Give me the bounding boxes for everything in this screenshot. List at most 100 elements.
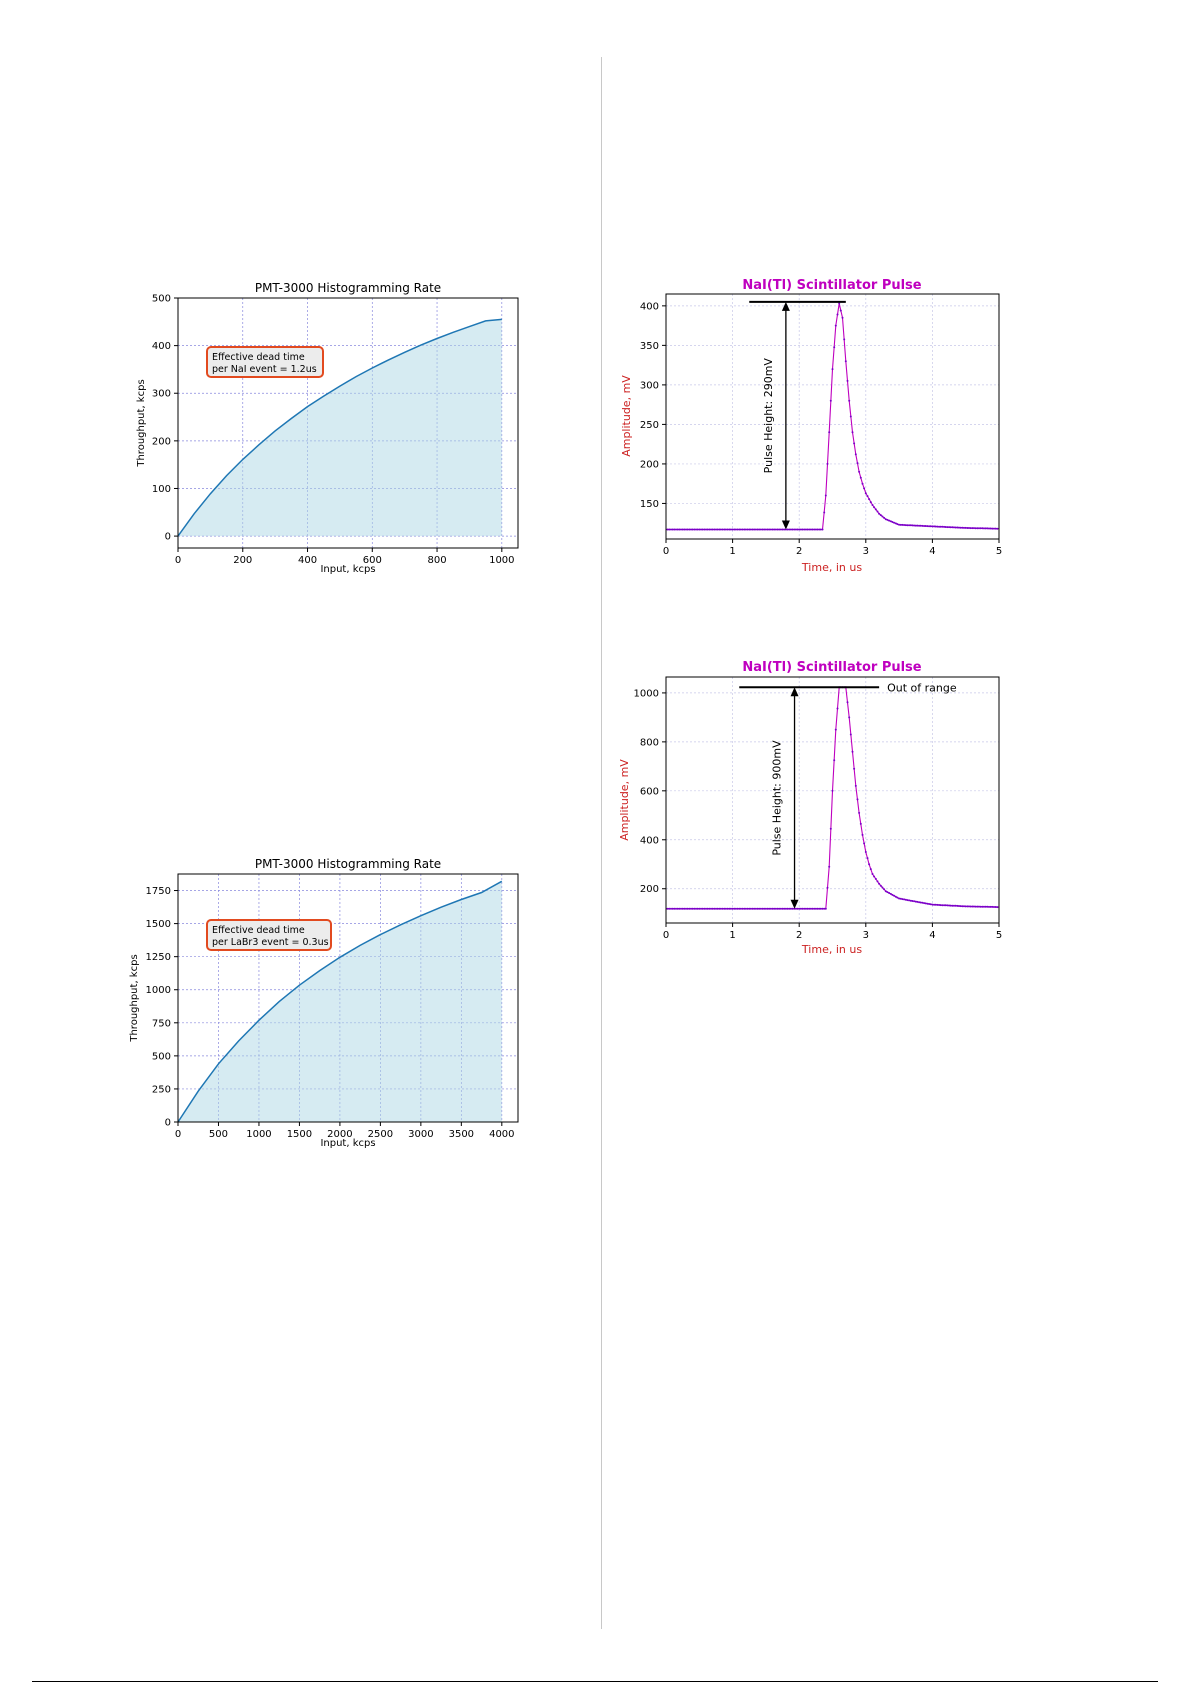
sample-point (816, 528, 819, 531)
sample-point (824, 907, 827, 910)
sample-point (931, 903, 934, 906)
sample-point (729, 528, 732, 531)
sample-point (741, 528, 744, 531)
sample-point (733, 907, 736, 910)
x-tick-label: 0 (175, 1129, 181, 1140)
sample-point (711, 528, 714, 531)
sample-point (766, 528, 769, 531)
out-of-range-label: Out of range (887, 681, 957, 694)
sample-point (868, 863, 871, 866)
sample-point (844, 360, 847, 363)
sample-point (996, 527, 999, 530)
arrow-head-down (781, 520, 790, 530)
sample-point (934, 525, 937, 528)
nai-pulse-290mv-chart: NaI(Tl) Scintillator Pulse 0 1 2 3 4 5 150 200 2… (620, 278, 1002, 574)
sample-point (988, 905, 990, 908)
sample-point (913, 524, 916, 527)
sample-point (693, 907, 696, 910)
sample-point (749, 528, 752, 531)
chart-title: NaI(Tl) Scintillator Pulse (742, 660, 921, 675)
sample-point (733, 528, 736, 531)
sample-point (879, 884, 882, 887)
sample-point (846, 701, 849, 704)
sample-point (869, 501, 872, 504)
sample-point (708, 528, 711, 531)
x-tick-label: 2500 (368, 1129, 393, 1140)
sample-point (748, 907, 751, 910)
sample-point (881, 886, 884, 889)
sample-point (678, 528, 681, 531)
sample-point (724, 907, 727, 910)
sample-point (881, 515, 884, 518)
x-tick-label: 500 (209, 1129, 228, 1140)
throughput-area (178, 319, 502, 537)
x-tick-label: 4 (929, 546, 935, 557)
sample-point (741, 907, 744, 910)
sample-point (991, 905, 994, 908)
y-tick-label: 1000 (146, 985, 171, 996)
sample-point (666, 907, 669, 910)
sample-point (963, 905, 965, 908)
sample-point (764, 907, 767, 910)
sample-point (690, 528, 692, 531)
sample-point (688, 528, 691, 531)
sample-point (670, 528, 672, 531)
sample-point (813, 907, 816, 910)
y-tick-label: 250 (640, 420, 659, 431)
sample-point (819, 907, 822, 910)
sample-point (848, 716, 851, 719)
sample-point (884, 518, 887, 521)
sample-point (959, 905, 962, 908)
sample-point (968, 905, 970, 908)
sample-point (724, 528, 727, 531)
sample-point (718, 528, 721, 531)
sample-point (671, 907, 674, 910)
sample-point (691, 907, 694, 910)
sample-point (851, 750, 854, 753)
sample-point (924, 902, 927, 905)
sample-point (808, 907, 811, 910)
sample-point (951, 526, 954, 529)
x-tick-label: 3000 (408, 1129, 433, 1140)
sample-point (846, 379, 849, 382)
sample-point (788, 907, 791, 910)
sample-point (873, 875, 876, 878)
annotation-line-1: Effective dead time (212, 352, 305, 363)
throughput-area (178, 881, 502, 1122)
y-tick-label: 200 (640, 459, 659, 470)
sample-point (781, 907, 784, 910)
y-tick-label: 500 (152, 1051, 171, 1062)
y-tick-label: 300 (152, 389, 171, 400)
sample-point (891, 893, 894, 896)
sample-point (743, 907, 746, 910)
x-tick-label: 1000 (489, 555, 514, 566)
sample-point (804, 528, 807, 531)
sample-point (981, 905, 984, 908)
sample-point (929, 525, 932, 528)
sample-point (676, 528, 679, 531)
sample-point (769, 907, 772, 910)
sample-point (946, 904, 949, 907)
sample-point (986, 527, 989, 530)
sample-point (864, 492, 867, 495)
sample-point (828, 431, 831, 434)
sample-point (858, 470, 861, 473)
sample-point (916, 900, 919, 903)
sample-point (896, 523, 899, 526)
annotation-line-2: per LaBr3 event = 0.3us (212, 937, 329, 948)
sample-point (973, 527, 975, 530)
y-tick-label: 600 (640, 786, 659, 797)
sample-point (698, 907, 701, 910)
sample-point (893, 521, 896, 524)
sample-point (963, 526, 965, 529)
sample-point (966, 527, 969, 529)
sample-point (813, 528, 816, 531)
sample-point (690, 907, 692, 910)
sample-point (799, 907, 802, 910)
sample-point (804, 907, 807, 910)
sample-point (761, 528, 764, 531)
sample-point (859, 476, 862, 479)
y-tick-label: 1250 (146, 952, 171, 963)
sample-point (856, 462, 859, 465)
sample-point (831, 368, 834, 371)
